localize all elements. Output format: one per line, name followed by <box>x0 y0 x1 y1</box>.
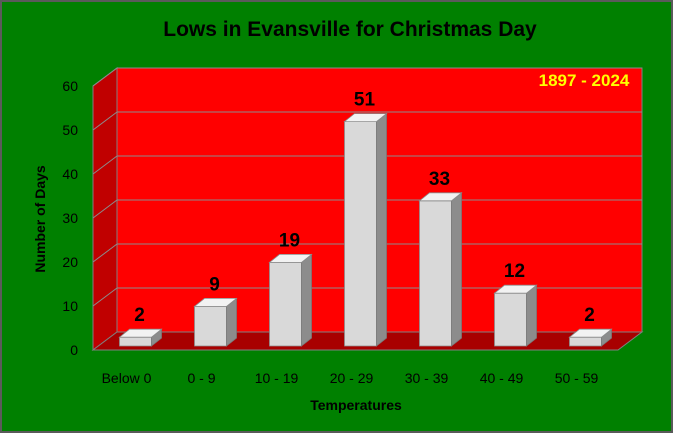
bar-data-label: 19 <box>279 230 300 251</box>
y-tick-label: 40 <box>62 166 78 182</box>
bar-top <box>118 328 163 338</box>
bar-front <box>269 261 302 347</box>
x-tick-label: 20 - 29 <box>330 370 374 386</box>
bar-data-label: 51 <box>354 90 376 111</box>
x-tick-label: 30 - 39 <box>405 370 449 386</box>
bar-data-label: 2 <box>134 305 145 326</box>
bar-side <box>376 112 387 347</box>
y-tick-label: 60 <box>62 78 78 94</box>
bar-data-label: 12 <box>504 261 525 282</box>
y-tick-label: 50 <box>62 122 78 138</box>
bar-data-label: 2 <box>584 305 595 326</box>
bar <box>418 191 463 347</box>
bar-front <box>119 336 152 347</box>
bar-data-label: 33 <box>429 169 450 190</box>
bar-top <box>493 284 538 294</box>
bar-top <box>418 192 463 202</box>
bar-side <box>526 284 537 347</box>
gridline-side <box>92 243 118 263</box>
y-axis-label: Number of Days <box>32 165 48 273</box>
chart-title: Lows in Evansville for Christmas Day <box>163 18 537 41</box>
year-range-annotation: 1897 - 2024 <box>539 71 630 90</box>
bar-front <box>419 200 452 347</box>
bar-side <box>301 253 312 347</box>
y-tick-label: 30 <box>62 210 78 226</box>
y-axis-ticks: 0 10 20 30 40 50 60 <box>62 78 78 358</box>
x-tick-label: 50 - 59 <box>555 370 599 386</box>
bar <box>268 253 313 347</box>
bar-top <box>568 328 613 338</box>
bar <box>493 284 538 347</box>
bar <box>193 297 238 347</box>
bar <box>118 328 163 347</box>
x-axis-label: Temperatures <box>310 397 402 413</box>
x-tick-label: 10 - 19 <box>255 370 299 386</box>
gridline-side <box>92 111 118 131</box>
x-tick-label: 40 - 49 <box>480 370 524 386</box>
x-tick-label: Below 0 <box>102 370 152 386</box>
bar-front <box>344 121 377 347</box>
bar-top <box>193 297 238 307</box>
bar-side <box>451 191 462 347</box>
bar-top <box>343 113 388 122</box>
bar-front <box>194 305 227 347</box>
y-tick-label: 20 <box>62 254 78 270</box>
gridline-side <box>92 67 118 87</box>
bar-data-label: 9 <box>209 274 220 295</box>
bars: 2 9 19 51 33 12 2 <box>118 90 613 347</box>
gridline-side <box>92 155 118 175</box>
gridline-side <box>92 199 118 219</box>
gridline-side <box>92 287 118 307</box>
bar-front <box>494 292 527 347</box>
bar <box>343 112 388 347</box>
bar-top <box>268 253 313 263</box>
bar <box>568 328 613 347</box>
x-tick-label: 0 - 9 <box>187 370 215 386</box>
bar-front <box>569 336 602 347</box>
y-tick-label: 0 <box>70 342 78 358</box>
y-tick-label: 10 <box>62 298 78 314</box>
x-axis-ticks: Below 0 0 - 9 10 - 19 20 - 29 30 - 39 40 - 49… <box>102 370 599 386</box>
